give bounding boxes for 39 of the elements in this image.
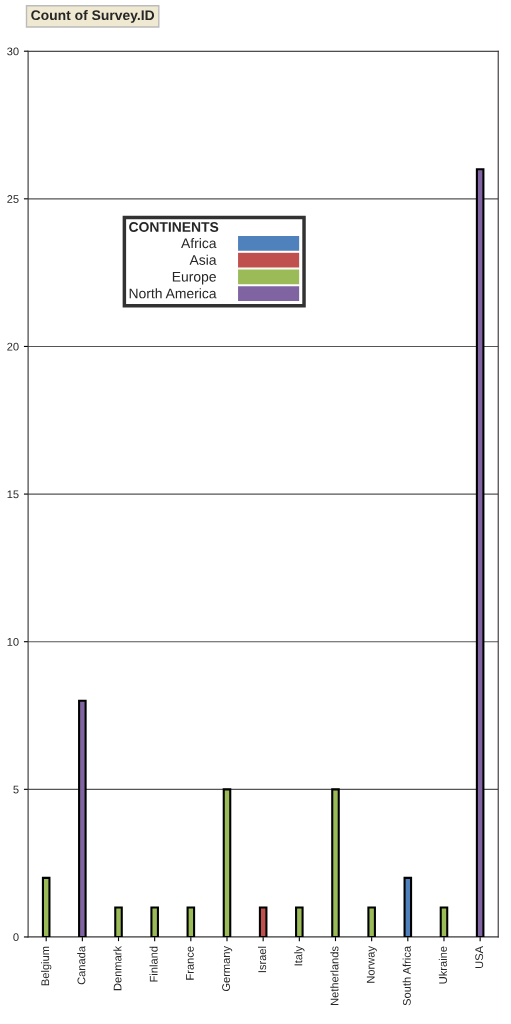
bar [41,876,51,937]
x-tick-label: Canada [77,945,86,985]
bar [114,906,123,937]
legend-label: Africa [181,237,217,249]
x-tick-label: Germany [222,946,233,992]
chart-title: Count of Survey.ID [31,9,155,23]
x-tick-label: Ukraine [438,946,447,984]
x-tick-label: Belgium [41,946,52,986]
y-tick-label: 0 [13,933,19,942]
y-tick-label: 5 [13,785,19,794]
legend-label: North America [129,288,217,299]
legend-label: Europe [172,271,216,285]
bar [403,876,413,937]
bar [186,906,196,937]
bar [295,906,304,937]
y-tick-label: 10 [7,637,19,646]
bar [475,168,485,937]
bar [258,906,268,937]
x-tick-label: Israel [257,946,267,973]
y-tick-label: 30 [7,47,19,56]
legend-title: CONTINENTS [129,222,219,232]
x-tick-label: USA [475,946,484,968]
bar [222,788,232,937]
bar [78,699,87,937]
y-tick-label: 25 [7,195,19,203]
legend-label: Asia [189,254,217,265]
bar [439,906,449,937]
bar [331,788,340,937]
bar [367,906,376,937]
x-tick-label: Denmark [113,945,122,991]
x-tick-label: Finland [149,946,158,982]
x-tick-label: Italy [294,946,305,966]
x-tick-label: South Africa [402,945,411,1006]
bar [150,906,159,937]
x-tick-label: France [186,946,194,980]
y-tick-label: 20 [7,342,19,351]
x-tick-label: Netherlands [330,946,339,1005]
x-tick-label: Norway [366,946,377,983]
y-tick-label: 15 [7,490,19,499]
